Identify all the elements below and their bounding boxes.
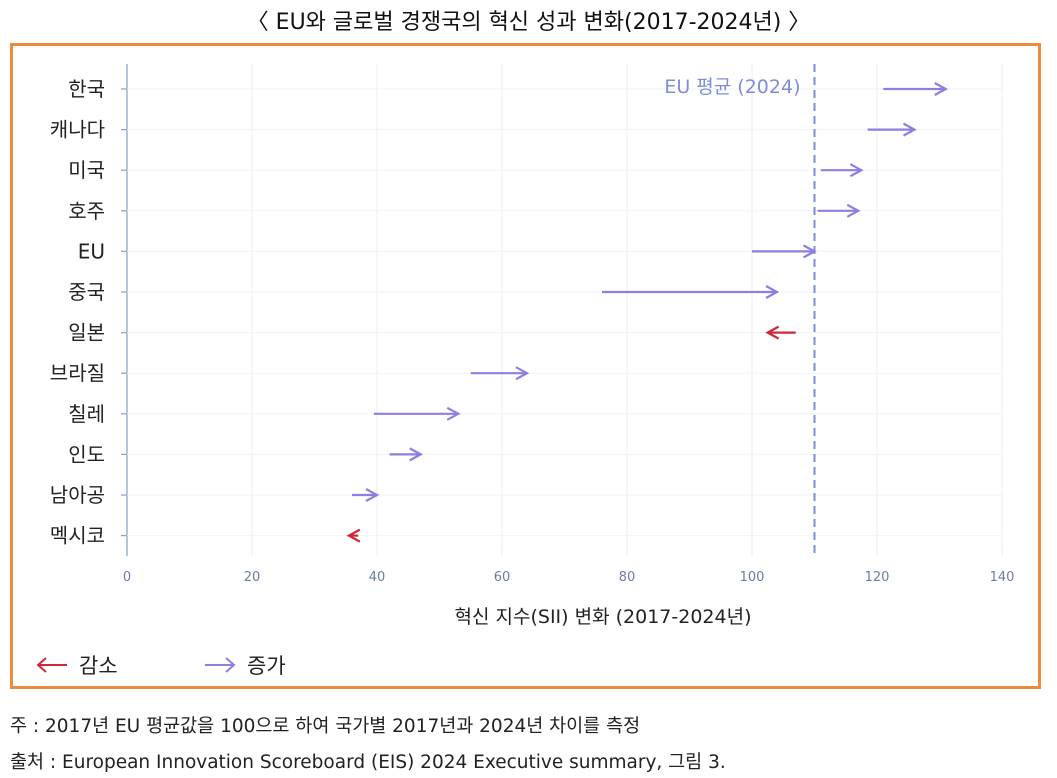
y-tick-label: EU [78, 239, 105, 263]
arrow-head [365, 488, 380, 502]
x-tick-label: 80 [619, 570, 636, 585]
y-tick-label: 브라질 [50, 361, 105, 385]
source-note: 출처 : European Innovation Scoreboard (EIS… [10, 752, 726, 773]
increase-arrow [752, 244, 817, 259]
increase-arrow [867, 122, 917, 137]
y-tick-label: 인도 [68, 442, 105, 466]
eu-average-label: EU 평균 (2024) [664, 76, 800, 98]
y-tick-label: 호주 [68, 199, 105, 223]
arrow-head [765, 325, 780, 340]
increase-arrow [817, 203, 861, 218]
y-tick-label: 일본 [68, 321, 105, 345]
arrow-head [934, 82, 949, 96]
y-tick-label: 칠레 [68, 402, 105, 426]
y-tick-label: 캐나다 [50, 118, 105, 142]
y-tick-label: 남아공 [50, 483, 105, 507]
y-tick-label: 한국 [68, 77, 105, 101]
x-tick-label: 100 [740, 570, 765, 585]
x-axis-label: 혁신 지수(SII) 변화 (2017-2024년) [455, 606, 752, 628]
x-tick-label: 20 [244, 570, 261, 585]
legend-item-increase: 증가 [203, 650, 286, 680]
legend-item-decrease: 감소 [35, 650, 118, 680]
arrow-head [346, 528, 361, 543]
increase-arrow [389, 447, 424, 462]
increase-arrow [352, 488, 380, 502]
legend-label-decrease: 감소 [79, 654, 118, 678]
arrow-head [849, 163, 864, 178]
x-tick-label: 40 [369, 570, 386, 585]
increase-arrow-icon [205, 657, 236, 673]
increase-arrow [820, 163, 864, 178]
increase-arrow [373, 406, 461, 421]
decrease-arrow [765, 325, 796, 340]
chart-title: 〈 EU와 글로벌 경쟁국의 혁신 성과 변화(2017-2024년) 〉 [246, 10, 811, 35]
arrow-head [409, 447, 424, 462]
decrease-arrow [346, 528, 361, 543]
x-tick-label: 120 [865, 570, 890, 585]
legend-label-increase: 증가 [247, 654, 286, 678]
y-tick-label: 멕시코 [50, 524, 105, 548]
arrow-head [765, 285, 780, 299]
arrow-head [515, 366, 530, 381]
arrow-head [446, 406, 461, 421]
x-tick-label: 0 [123, 570, 131, 585]
x-tick-label: 60 [494, 570, 511, 585]
x-tick-label: 140 [990, 570, 1015, 585]
y-tick-label: 중국 [68, 280, 105, 304]
increase-arrow [602, 285, 780, 299]
increase-arrow [470, 366, 530, 381]
y-tick-label: 미국 [68, 158, 105, 182]
increase-arrow [883, 82, 949, 96]
arrow-head [902, 122, 917, 137]
footnote: 주 : 2017년 EU 평균값을 100으로 하여 국가별 2017년과 20… [10, 716, 641, 737]
arrow-head [846, 203, 861, 218]
chart-frame [10, 43, 1041, 689]
decrease-arrow-icon [36, 657, 67, 673]
